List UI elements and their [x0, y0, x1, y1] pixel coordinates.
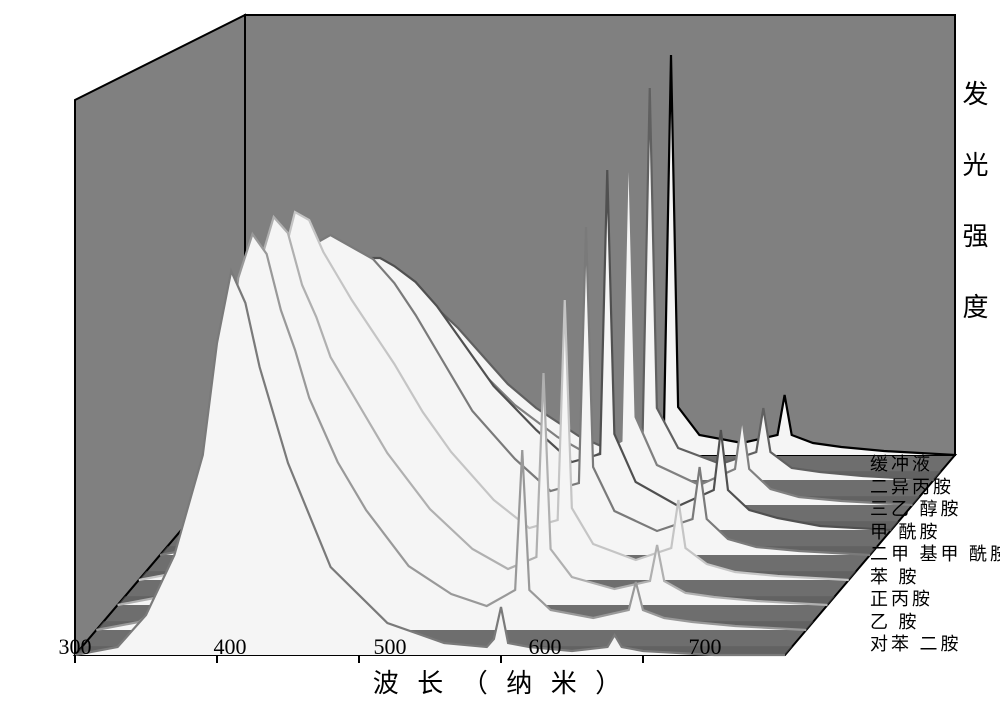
- x-tick-600: 600: [529, 634, 562, 660]
- series-label-乙胺: 乙 胺: [870, 608, 920, 634]
- x-tick-700: 700: [689, 634, 722, 660]
- x-tick-500: 500: [374, 634, 407, 660]
- series-label-缓冲液: 缓冲液: [870, 450, 933, 476]
- chart-svg: [0, 0, 1000, 710]
- series-label-二异丙胺: 二异丙胺: [870, 473, 954, 499]
- x-axis-label: 波 长 （ 纳 米 ）: [300, 663, 700, 700]
- x-tick-400: 400: [214, 634, 247, 660]
- spectrum-chart: 波 长 （ 纳 米 ） 发 光 强 度 300400500600700对苯 二胺…: [0, 0, 1000, 710]
- series-label-苯胺: 苯 胺: [870, 563, 920, 589]
- z-axis-label: 发 光 强 度: [955, 80, 992, 327]
- series-label-甲酰胺: 甲 酰胺: [870, 518, 941, 544]
- x-tick-300: 300: [59, 634, 92, 660]
